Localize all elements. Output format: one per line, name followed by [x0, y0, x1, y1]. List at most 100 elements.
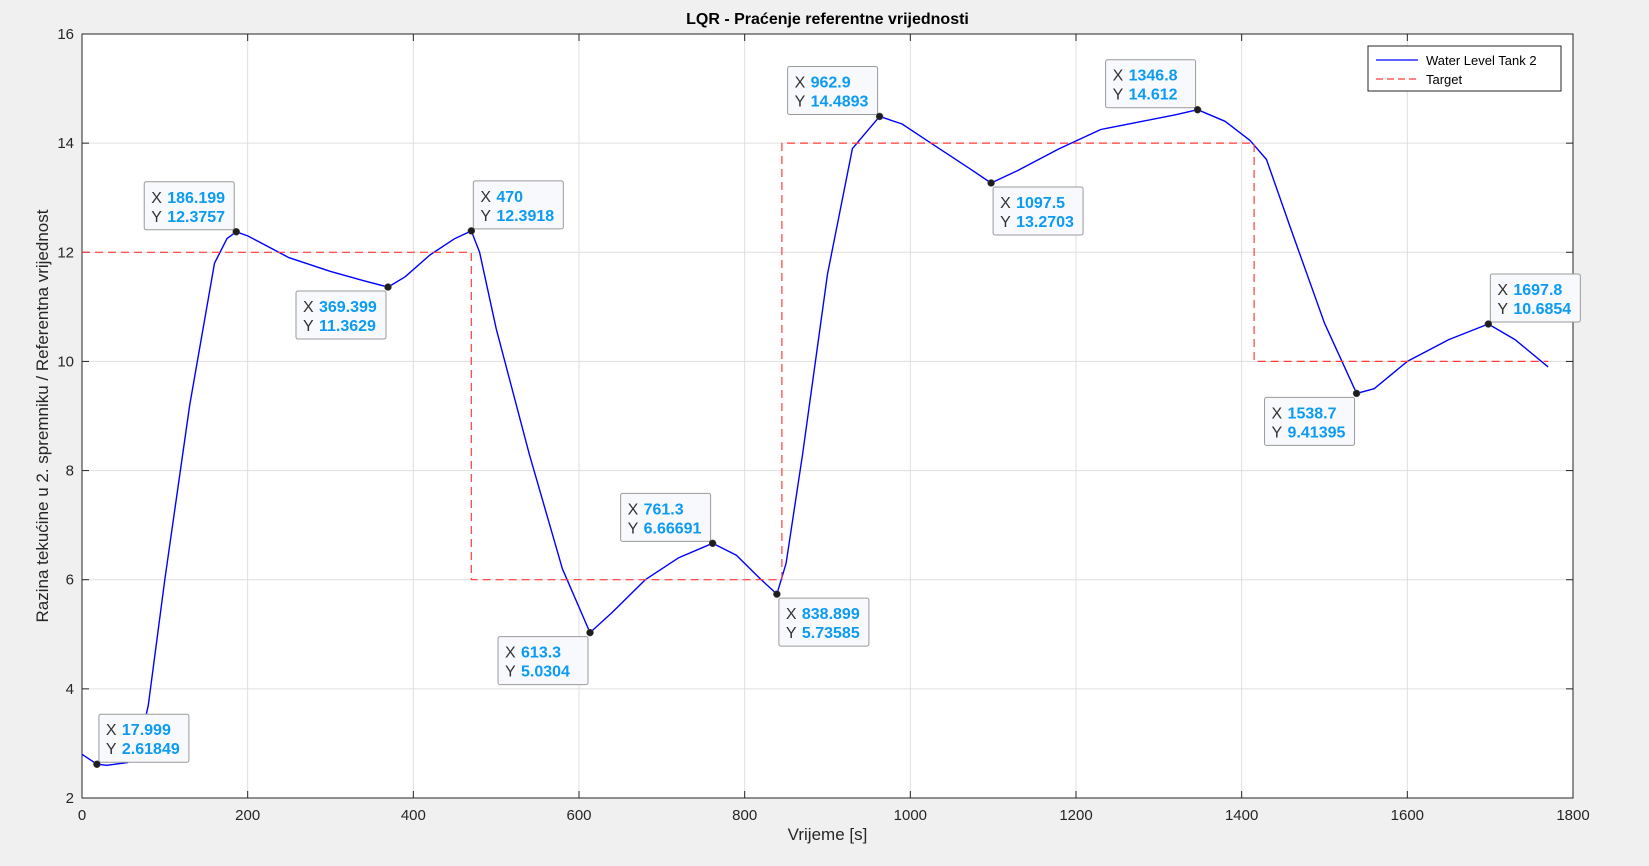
datatip-x-value: 1538.7 [1288, 405, 1337, 422]
datatip-box [1105, 59, 1197, 109]
y-tick-label: 10 [57, 353, 74, 370]
y-tick-label: 6 [66, 572, 74, 589]
y-tick-label: 12 [57, 244, 74, 261]
datatip[interactable]: X 761.3 Y 6.66691 [620, 492, 717, 548]
series-layer [81, 108, 1549, 766]
datatip-y-value: 5.73585 [802, 625, 860, 642]
datatip[interactable]: X 613.3 Y 5.0304 [497, 628, 594, 686]
series-line-water-level [81, 108, 1549, 766]
datatip-y-value: 10.6854 [1513, 301, 1571, 318]
datatip-x-value: 369.399 [319, 299, 377, 316]
datatip-box [98, 713, 190, 763]
datatip-y-key: Y [1497, 301, 1508, 318]
datatip-marker[interactable] [1193, 105, 1202, 114]
series-line-target [82, 142, 1549, 581]
datatip-box [497, 636, 589, 686]
datatip-x-key: X [1497, 282, 1508, 299]
datatip-y-key: Y [628, 520, 639, 537]
datatip[interactable]: X 470 Y 12.3918 [467, 180, 564, 235]
datatip-x-key: X [1000, 195, 1011, 212]
y-axis-label: Razina tekućine u 2. spremniku / Referen… [33, 209, 52, 622]
datatip-x-value: 186.199 [167, 190, 225, 207]
datatip-box [472, 180, 564, 230]
chart-title: LQR - Praćenje referentne vrijednosti [686, 11, 969, 28]
datatip-box [992, 186, 1084, 236]
datatip-marker[interactable] [93, 760, 101, 768]
datatip-x-key: X [1113, 68, 1124, 85]
datatip-x-key: X [1272, 405, 1283, 422]
datatips-layer: X 17.999 Y 2.61849 X 186.199 Y 12.3757 X 369.399 Y… [93, 59, 1581, 768]
y-tick-label: 8 [66, 463, 74, 480]
datatip-y-value: 13.2703 [1016, 214, 1074, 231]
datatip-box [143, 181, 235, 231]
y-tick-label: 4 [66, 681, 74, 698]
datatip[interactable]: X 186.199 Y 12.3757 [143, 181, 240, 236]
x-tick-label: 200 [235, 807, 260, 824]
datatip-y-key: Y [303, 318, 314, 335]
legend: Water Level Tank 2 Target [1367, 45, 1562, 92]
datatip-y-key: Y [786, 625, 797, 642]
datatip-x-value: 17.999 [122, 722, 171, 739]
datatip-x-key: X [505, 645, 516, 662]
datatip-marker[interactable] [875, 112, 884, 121]
datatip-x-value: 1346.8 [1129, 68, 1178, 85]
datatip-marker[interactable] [1352, 389, 1361, 398]
y-tick-label: 14 [57, 135, 74, 152]
datatip-marker[interactable] [586, 628, 594, 637]
datatip-x-key: X [786, 606, 797, 623]
datatip-x-value: 838.899 [802, 606, 860, 623]
x-tick-label: 1800 [1556, 807, 1589, 824]
datatip-y-value: 9.41395 [1288, 424, 1346, 441]
datatip-y-key: Y [1000, 214, 1011, 231]
datatip-marker[interactable] [467, 227, 476, 235]
x-tick-label: 800 [732, 807, 757, 824]
datatip-x-key: X [795, 74, 806, 91]
x-axis-label: Vrijeme [s] [788, 825, 868, 844]
datatip-x-key: X [628, 501, 639, 518]
datatip-y-key: Y [151, 209, 162, 226]
datatip[interactable]: X 838.899 Y 5.73585 [773, 590, 870, 647]
y-tick-labels: 2 4 6 8 10 12 14 16 [57, 26, 74, 807]
datatip-x-key: X [106, 722, 117, 739]
datatip[interactable]: X 962.9 Y 14.4893 [787, 65, 884, 121]
legend-label-target: Target [1426, 72, 1463, 87]
datatip-x-value: 1097.5 [1016, 195, 1065, 212]
x-tick-label: 1600 [1391, 807, 1424, 824]
x-tick-label: 400 [401, 807, 426, 824]
datatip[interactable]: X 1538.7 Y 9.41395 [1264, 389, 1361, 446]
datatip-y-key: Y [1272, 424, 1283, 441]
plot-frame [81, 33, 1574, 799]
y-tick-label: 2 [66, 790, 74, 807]
datatip-x-key: X [303, 299, 314, 316]
datatip-box [1264, 396, 1356, 446]
legend-box [1367, 45, 1562, 92]
datatip-marker[interactable] [1484, 320, 1493, 328]
datatip-y-key: Y [1113, 87, 1124, 104]
datatip-y-value: 14.612 [1129, 87, 1178, 104]
datatip-marker[interactable] [232, 228, 240, 236]
datatip-box [620, 492, 712, 542]
datatip-box [295, 290, 387, 340]
datatip-y-key: Y [106, 741, 117, 758]
datatip-x-value: 1697.8 [1513, 282, 1562, 299]
datatip[interactable]: X 369.399 Y 11.3629 [295, 283, 392, 340]
datatip-marker[interactable] [384, 283, 392, 291]
legend-label-water-level: Water Level Tank 2 [1426, 53, 1537, 68]
datatip-marker[interactable] [987, 179, 995, 187]
datatip-x-value: 962.9 [811, 74, 851, 91]
datatip-marker[interactable] [708, 539, 717, 548]
datatip[interactable]: X 1697.8 Y 10.6854 [1484, 273, 1581, 328]
datatip[interactable]: X 17.999 Y 2.61849 [93, 713, 190, 768]
axes [81, 33, 1574, 799]
datatip-y-key: Y [480, 208, 491, 225]
datatip-y-value: 12.3918 [496, 208, 554, 225]
datatip[interactable]: X 1097.5 Y 13.2703 [987, 179, 1084, 236]
datatip[interactable]: X 1346.8 Y 14.612 [1105, 59, 1202, 114]
datatip-marker[interactable] [773, 590, 781, 598]
y-tick-label: 16 [57, 26, 74, 43]
x-tick-label: 1200 [1059, 807, 1092, 824]
datatip-y-key: Y [795, 93, 806, 110]
x-tick-label: 1400 [1225, 807, 1258, 824]
datatip-box [787, 65, 879, 115]
